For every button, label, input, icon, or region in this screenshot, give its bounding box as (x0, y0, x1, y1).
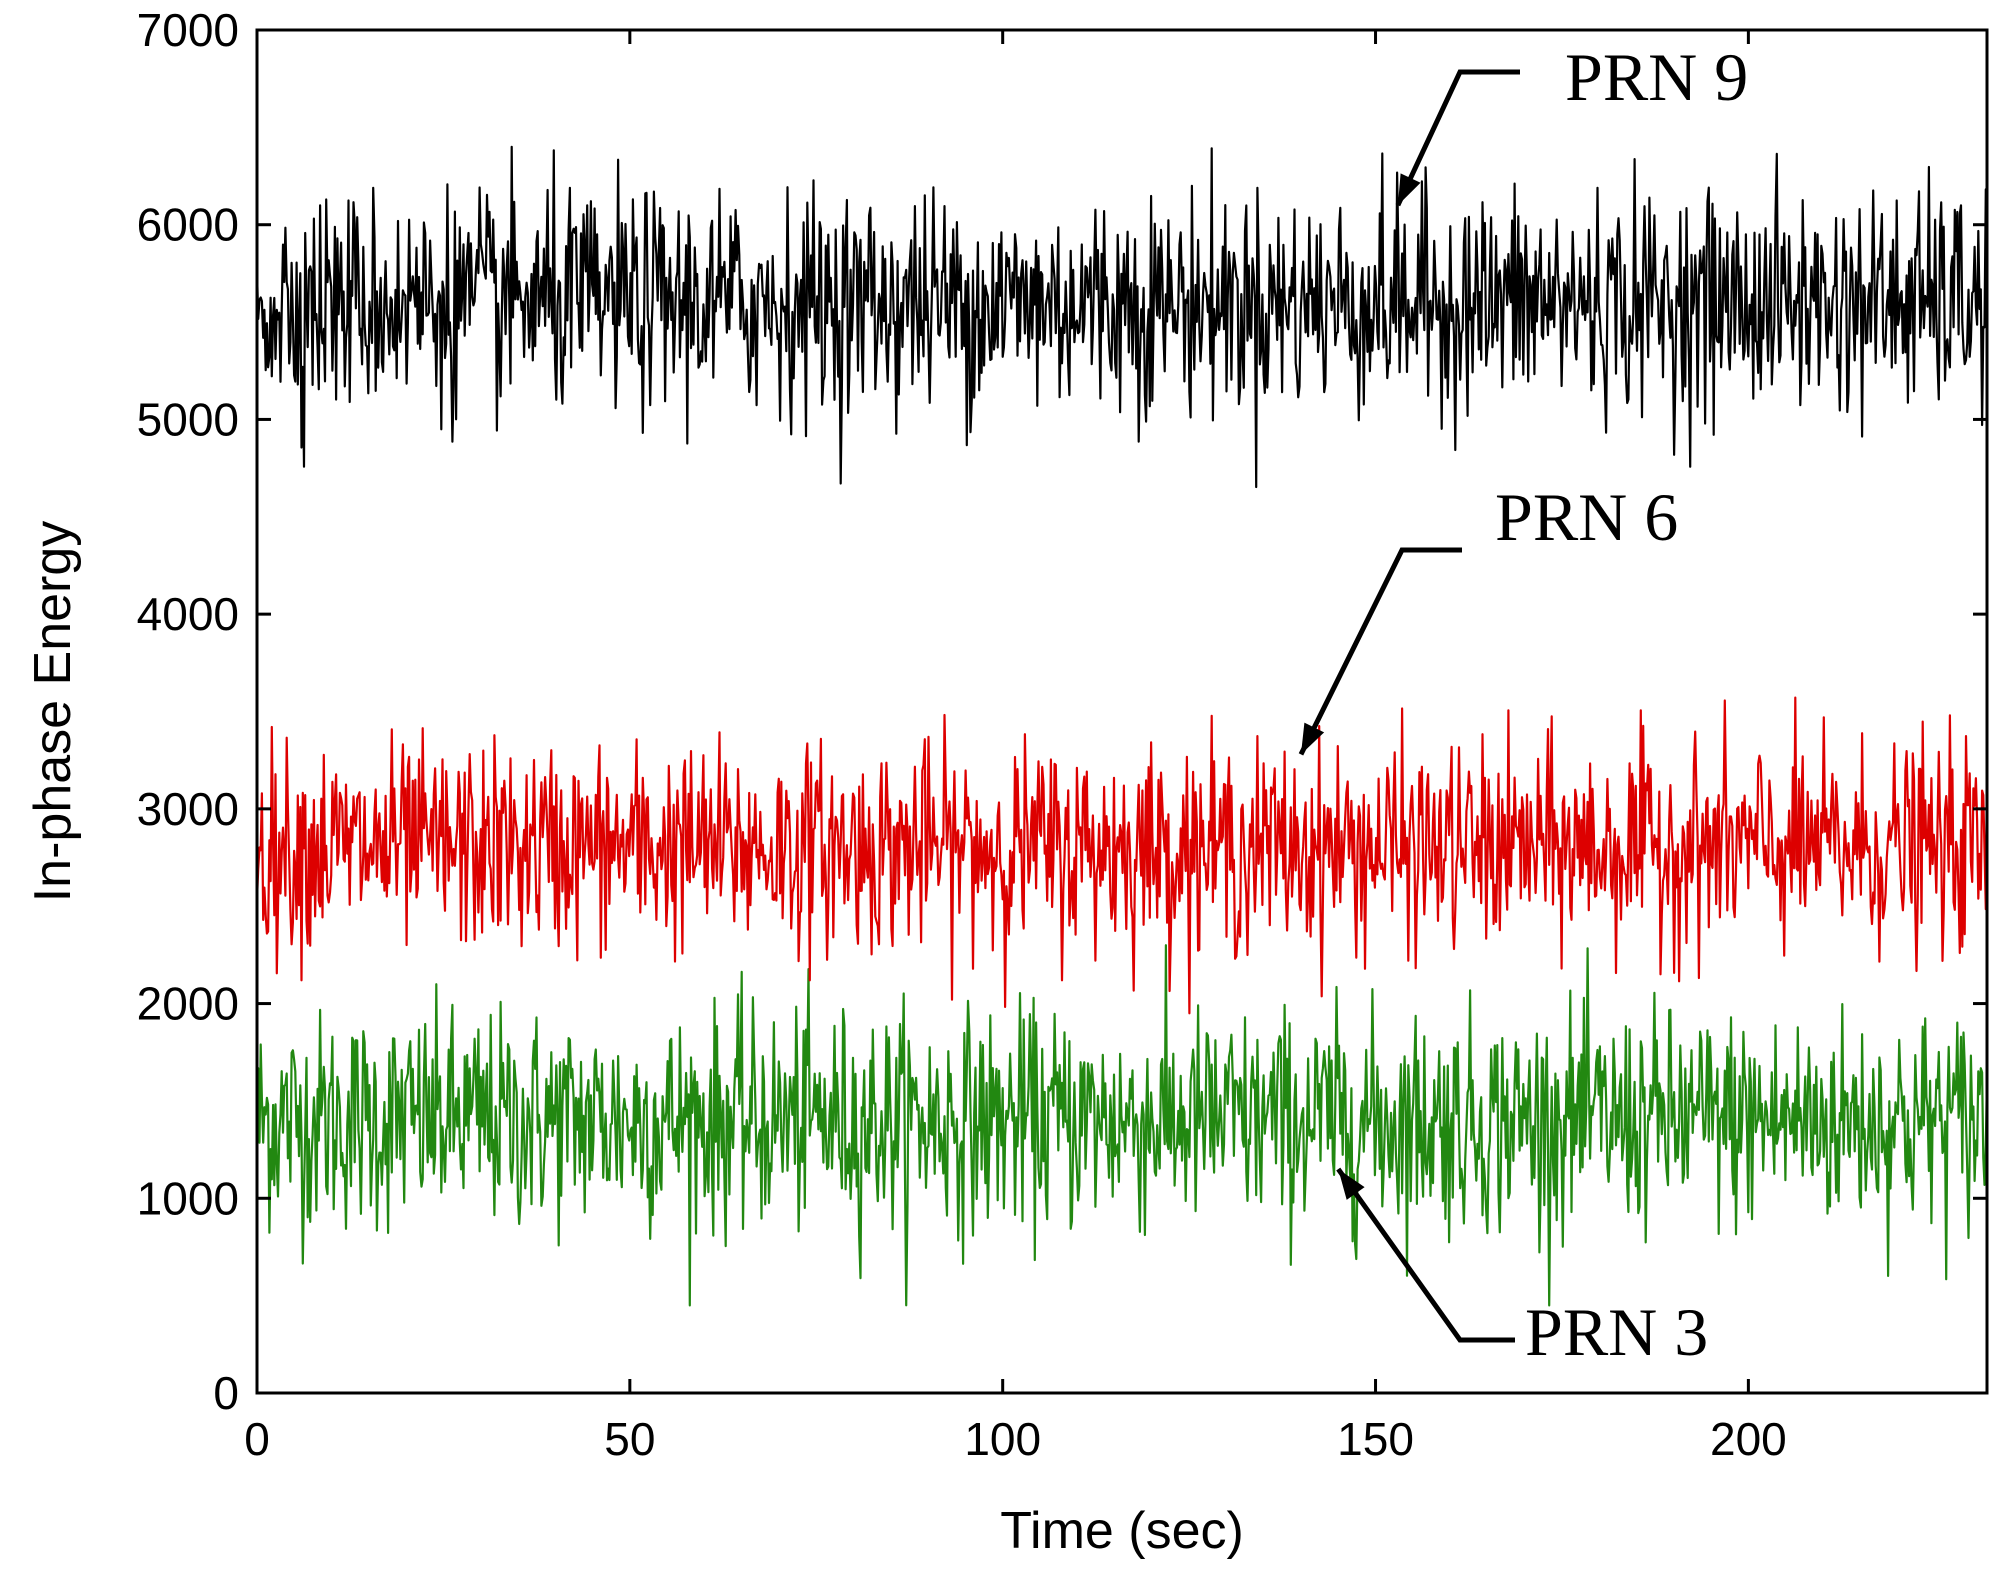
annotation-arrow (1395, 69, 1520, 207)
annotation-arrowhead (1300, 722, 1325, 755)
annotation-arrow (1336, 1167, 1515, 1343)
annotation-layer: PRN 9 PRN 6 PRN 3 (1298, 39, 1748, 1370)
series-layer (255, 145, 1989, 1307)
annotation-arrow (1298, 547, 1462, 756)
plot-frame (255, 28, 1989, 1395)
y-tick-label: 7000 (137, 4, 239, 56)
series-prn-9 (255, 145, 1989, 489)
y-tick-label: 4000 (137, 588, 239, 640)
x-tick-label: 50 (604, 1413, 655, 1465)
y-tick-label: 0 (213, 1367, 239, 1419)
annotation-label: PRN 9 (1565, 39, 1748, 115)
annotation-arrowhead (1338, 1169, 1365, 1200)
x-axis-title: Time (sec) (1000, 1502, 1244, 1560)
x-tick-label: 200 (1710, 1413, 1787, 1465)
y-tick-label: 1000 (137, 1172, 239, 1224)
x-tick-label: 0 (244, 1413, 270, 1465)
series-prn-6 (255, 696, 1989, 1015)
y-tick-label: 6000 (137, 199, 239, 251)
annotation-arrowhead (1397, 173, 1421, 206)
annotation-label: PRN 3 (1525, 1294, 1708, 1370)
y-tick-label: 2000 (137, 978, 239, 1030)
y-tick-label: 3000 (137, 783, 239, 835)
series-prn-3 (255, 944, 1989, 1307)
x-tick-label: 100 (964, 1413, 1041, 1465)
annotation-label: PRN 6 (1495, 479, 1678, 555)
y-axis-title: In-phase Energy (24, 521, 82, 903)
x-tick-label: 150 (1337, 1413, 1414, 1465)
ticks-layer: 0 50 100 150 2000100020003000400050006000700… (137, 4, 1987, 1465)
y-tick-label: 5000 (137, 393, 239, 445)
